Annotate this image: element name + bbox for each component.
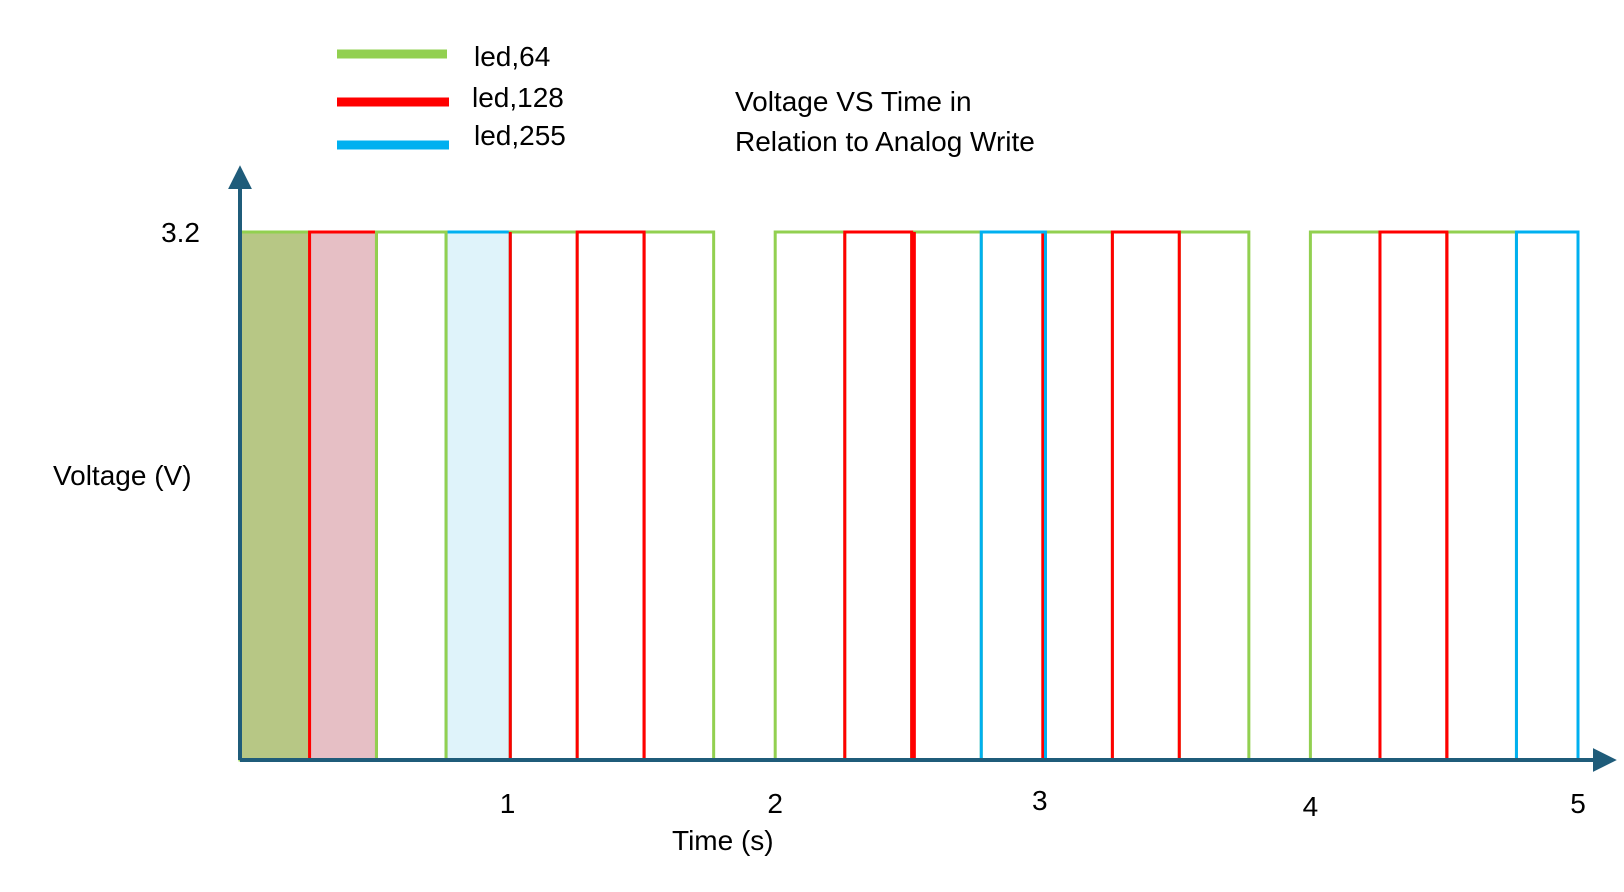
pulse-led-64-7 [1177, 230, 1251, 760]
pulse-led-64-1 [374, 230, 448, 760]
pulse-led-128-1 [575, 230, 646, 760]
pulse-led-64-6 [1043, 230, 1114, 760]
pulse-led-255-2 [1514, 230, 1580, 760]
y-tick-label-3-2: 3.2 [161, 217, 200, 248]
legend-label-led-128: led,128 [472, 82, 564, 113]
pulse-led-64-5 [910, 230, 983, 760]
pulse-led-128-2 [843, 230, 914, 760]
pulse-led-128-3 [1110, 230, 1181, 760]
pulse-led-64-4 [773, 230, 847, 760]
pulse-led-64-3 [642, 230, 716, 760]
pulse-led-255-0 [444, 230, 512, 762]
x-tick-label-2: 2 [767, 788, 783, 819]
legend-label-led-255: led,255 [474, 120, 566, 151]
pulse-led-64-2 [508, 230, 579, 760]
pulse-led-64-0 [238, 230, 312, 762]
pulse-led-128-0 [308, 230, 378, 762]
pulse-led-64-9 [1445, 230, 1518, 760]
x-tick-label-1: 1 [500, 788, 516, 819]
y-axis-label: Voltage (V) [53, 460, 192, 491]
pulse-led-64-8 [1308, 230, 1382, 760]
chart-title-line-1: Voltage VS Time in [735, 86, 972, 117]
x-tick-label-4: 4 [1303, 791, 1319, 822]
x-axis-label: Time (s) [672, 825, 774, 856]
chart-title-line-2: Relation to Analog Write [735, 126, 1035, 157]
pulse-led-255-1 [979, 230, 1047, 760]
legend: led,64 led,128 led,255 [337, 41, 566, 151]
axes-layer [228, 165, 1617, 772]
x-tick-label-3: 3 [1032, 785, 1048, 816]
ticks-layer: 1 2 3 4 5 3.2 [161, 217, 1586, 822]
pulses-layer [238, 230, 1580, 762]
pulse-led-128-4 [1378, 230, 1449, 760]
x-tick-label-5: 5 [1570, 788, 1586, 819]
legend-label-led-64: led,64 [474, 41, 550, 72]
